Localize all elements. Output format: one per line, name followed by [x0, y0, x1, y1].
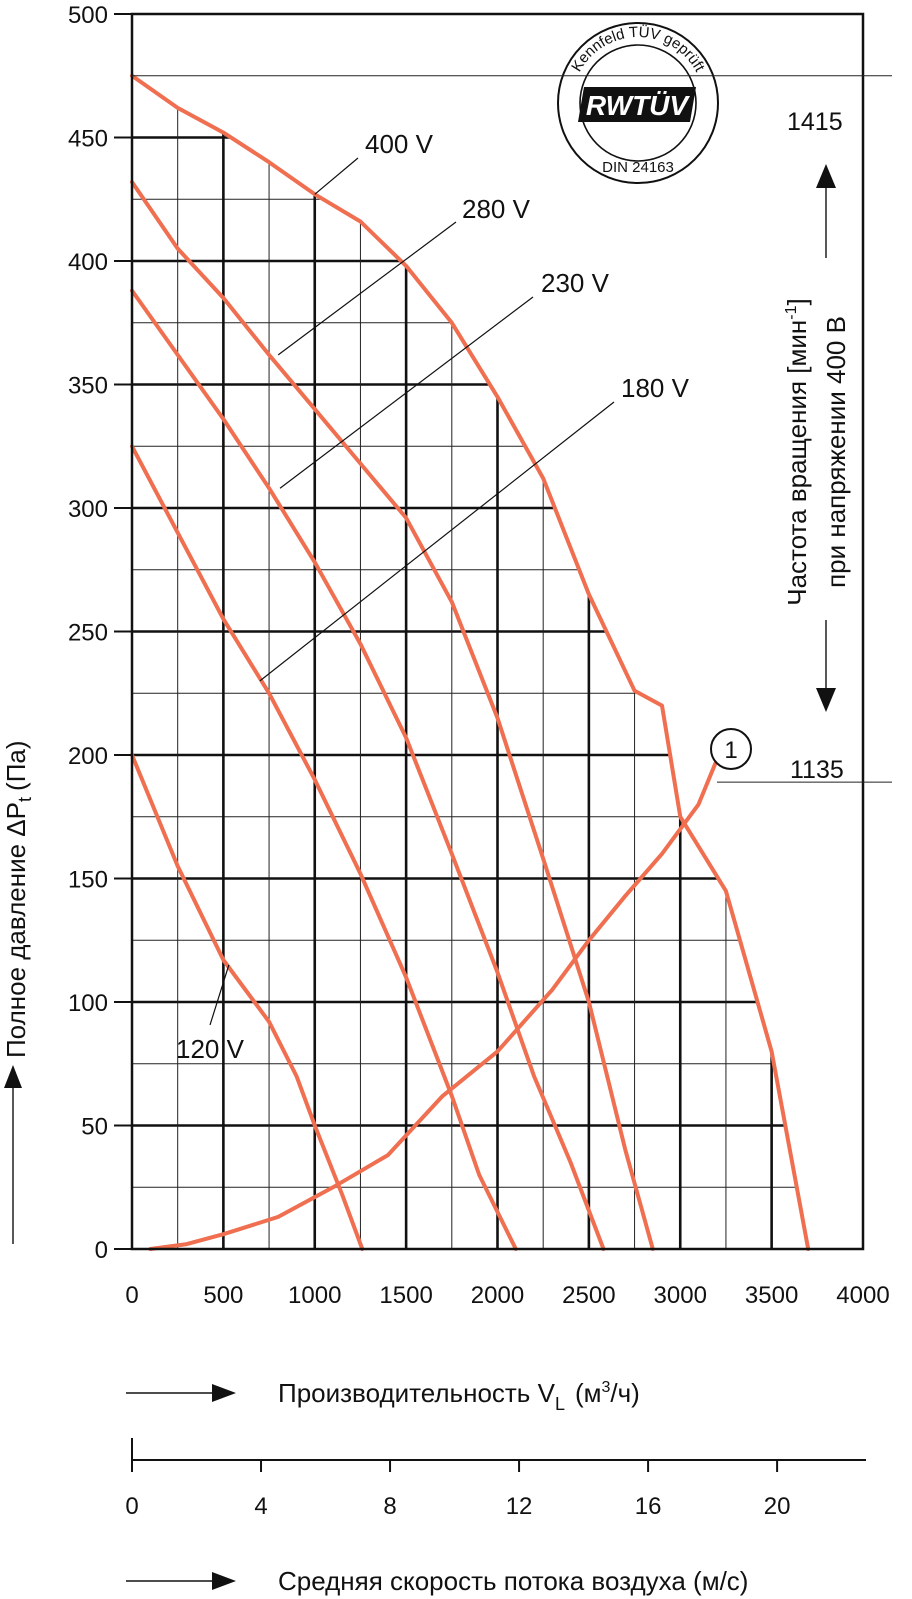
velocity-tick-label: 8	[383, 1493, 396, 1520]
series-label-230v: 230 V	[541, 268, 610, 298]
series-line-230v	[130, 288, 606, 1251]
x-tick-label: 1000	[288, 1282, 341, 1309]
x-tick-label: 1500	[379, 1282, 432, 1309]
x-tick-label: 3500	[745, 1282, 798, 1309]
y-axis-arrow-icon	[4, 1065, 22, 1088]
x-tick-label: 3000	[654, 1282, 707, 1309]
y-tick-label: 150	[68, 867, 108, 894]
rpm-min-label: 1135	[790, 756, 844, 784]
velocity-axis-arrow-icon	[212, 1572, 236, 1590]
x-axis: 0 500 1000 1500 2000 2500 3000 3500 4000	[125, 1282, 889, 1309]
curves	[130, 73, 811, 1251]
x-tick-label: 2000	[471, 1282, 524, 1309]
y-tick-label: 200	[68, 743, 108, 770]
leader-lines	[209, 157, 615, 1026]
rpm-max-label: 1415	[787, 108, 843, 136]
series-label-400v: 400 V	[365, 129, 434, 159]
y-tick-label: 500	[68, 2, 108, 29]
series-line-400v	[130, 73, 811, 1251]
svg-text:Производительность VL(м3/ч): Производительность VL (м3/ч)	[278, 1378, 640, 1414]
velocity-axis-label: Средняя скорость потока воздуха (м/с)	[278, 1566, 748, 1596]
label-leader-line	[209, 964, 230, 1026]
label-leader-line	[314, 157, 359, 195]
tuv-seal: Kennfeld TÜV geprüft RWTÜV DIN 24163	[557, 22, 719, 184]
system-curve-marker-label: 1	[724, 737, 737, 764]
y-axis: 0 50 100 150 200 250 300 350 400 450 500	[68, 2, 132, 1264]
y-tick-label: 250	[68, 620, 108, 647]
y-tick-label: 300	[68, 496, 108, 523]
seal-brand-text: RWTÜV	[586, 90, 690, 121]
velocity-tick-label: 4	[254, 1493, 267, 1520]
y-tick-label: 50	[81, 1114, 108, 1141]
x-tick-label: 4000	[836, 1282, 889, 1309]
velocity-tick-label: 16	[635, 1493, 662, 1520]
label-leader-line	[277, 221, 457, 356]
y-tick-label: 0	[95, 1237, 108, 1264]
x-tick-label: 0	[125, 1282, 138, 1309]
y-tick-label: 100	[68, 990, 108, 1017]
system-curve-line	[148, 757, 719, 1251]
series-label-180v: 180 V	[621, 373, 690, 403]
rpm-arrow-up-icon	[816, 164, 836, 188]
label-leader-line	[279, 296, 534, 489]
rpm-axis-label-line1: Частота вращения [мин-1]	[782, 298, 812, 606]
y-tick-label: 450	[68, 126, 108, 153]
velocity-tick-label: 20	[764, 1493, 791, 1520]
seal-bottom-text: DIN 24163	[602, 159, 674, 176]
velocity-axis: 0 4 8 12 16 20 Средняя скорость потока воздух…	[125, 1438, 866, 1596]
y-axis-title: Полное давление ΔPt(Па)	[1, 741, 35, 1244]
x-axis-arrow-icon	[212, 1384, 236, 1402]
x-axis-title: Производительность VL (м3/ч)	[126, 1378, 640, 1414]
series-line-280v	[130, 180, 655, 1251]
rpm-axis: 1415 1135 Частота вращения [мин-1] при н…	[132, 75, 892, 784]
y-tick-label: 350	[68, 373, 108, 400]
system-curve-marker	[710, 728, 752, 770]
y-tick-label: 400	[68, 249, 108, 276]
rpm-axis-label-line2: при напряжении 400 В	[821, 316, 851, 588]
velocity-tick-label: 0	[125, 1493, 138, 1520]
velocity-tick-label: 12	[506, 1493, 533, 1520]
series-label-280v: 280 V	[462, 194, 531, 224]
rpm-arrow-down-icon	[816, 688, 836, 712]
x-tick-label: 500	[203, 1282, 243, 1309]
x-tick-label: 2500	[562, 1282, 615, 1309]
svg-text:Полное давление ΔPt(Па): Полное давление ΔPt(Па)	[1, 741, 35, 1059]
series-label-120v: 120 V	[176, 1034, 245, 1064]
label-leader-line	[259, 401, 615, 682]
grid	[132, 107, 797, 1249]
series-line-180v	[130, 444, 518, 1251]
